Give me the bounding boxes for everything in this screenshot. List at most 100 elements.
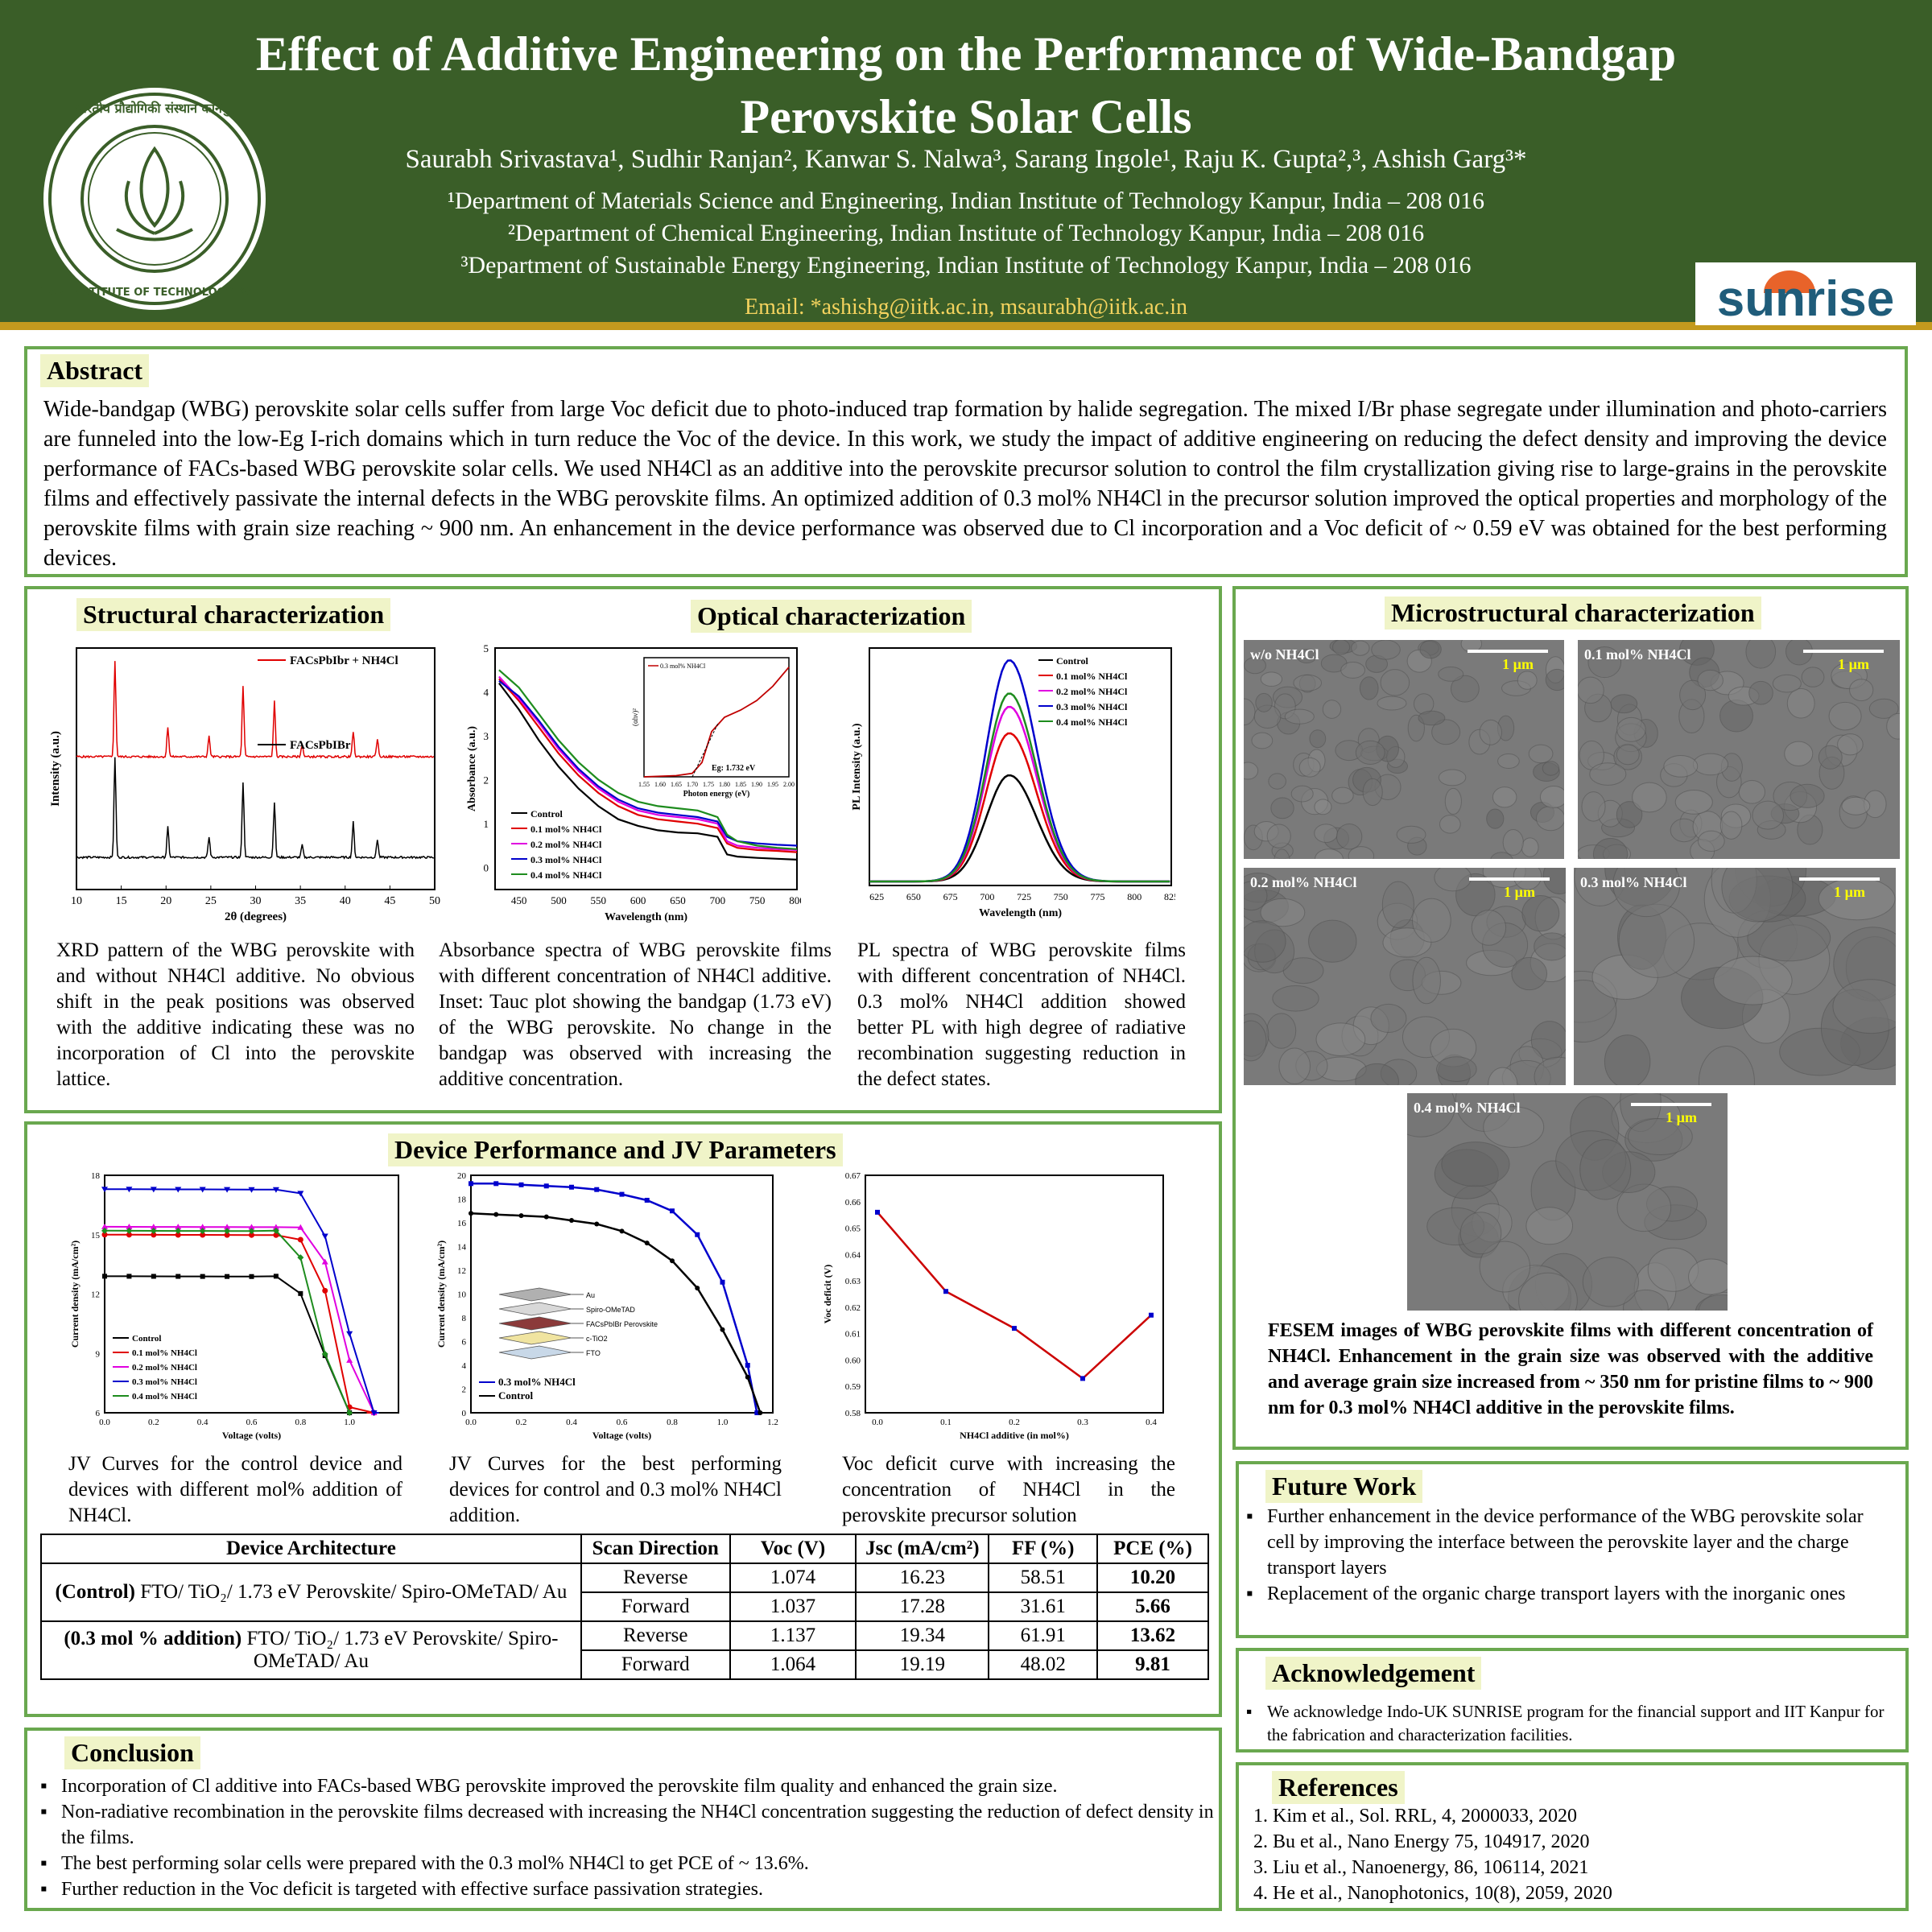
sunrise-sun-icon: sunrise xyxy=(1717,270,1895,327)
references-heading: References xyxy=(1272,1771,1405,1804)
tick-label: 3 xyxy=(484,730,489,742)
conclusion-heading: Conclusion xyxy=(64,1736,200,1769)
data-marker xyxy=(150,1187,157,1193)
structural-heading: Structural characterization xyxy=(76,598,391,631)
device-layer xyxy=(498,1331,572,1345)
sem-image-0.1: 0.1 mol% NH4Cl 1 µm xyxy=(1578,640,1900,859)
sem-image-0.3: 0.3 mol% NH4Cl 1 µm xyxy=(1574,868,1896,1085)
y-axis-label: PL Intensity (a.u.) xyxy=(851,723,863,810)
voc-series-line xyxy=(877,1212,1152,1381)
legend-label: 0.2 mol% NH4Cl xyxy=(132,1363,197,1373)
tick-label: 0.4 xyxy=(197,1418,208,1427)
table-row: (0.3 mol % addition) FTO/ TiO₂/ 1.73 eV … xyxy=(40,1620,1209,1680)
sunrise-wordmark: sunrise xyxy=(1717,271,1895,325)
data-marker xyxy=(200,1274,205,1279)
table-cell: 10.20 xyxy=(1096,1563,1209,1593)
author-list: Saurabh Srivastava¹, Sudhir Ranjan², Kan… xyxy=(405,145,1527,174)
data-marker xyxy=(644,1241,650,1246)
data-marker xyxy=(224,1224,231,1230)
data-marker xyxy=(150,1224,157,1230)
tick-label: 1.70 xyxy=(687,781,698,788)
data-marker xyxy=(943,1289,948,1294)
data-marker xyxy=(298,1290,303,1296)
data-marker xyxy=(754,1410,760,1415)
device-heading: Device Performance and JV Parameters xyxy=(388,1133,843,1166)
data-marker xyxy=(346,1331,353,1337)
data-marker xyxy=(543,1214,549,1220)
tick-label: 15 xyxy=(91,1231,101,1241)
table-cell: 58.51 xyxy=(988,1563,1099,1593)
data-marker xyxy=(101,1223,108,1229)
tick-label: 0.0 xyxy=(99,1418,110,1427)
table-cell: 5.66 xyxy=(1096,1591,1209,1622)
tick-label: 625 xyxy=(869,891,884,902)
logo-text-bottom: INDIAN INSTITUTE OF TECHNOLOGY KANPUR xyxy=(40,287,270,299)
tick-label: 1.0 xyxy=(717,1418,729,1427)
xrd-series-line xyxy=(76,757,434,860)
jv-curves-chart: 0.0 0.2 0.4 0.6 0.8 1.0 6 9 12 15 18 Control 0.1 mol… xyxy=(68,1171,411,1445)
data-marker xyxy=(543,1183,549,1189)
data-marker xyxy=(248,1224,255,1230)
jv-parameters-table: Device Architecture Scan Direction Voc (… xyxy=(40,1534,1209,1680)
x-axis-label: Voltage (volts) xyxy=(222,1430,281,1441)
device-layer xyxy=(498,1316,572,1331)
data-marker xyxy=(175,1232,181,1238)
table-cell: 61.91 xyxy=(988,1620,1099,1651)
absorbance-series-line xyxy=(498,678,798,853)
tick-label: 30 xyxy=(250,895,262,907)
voc-caption: Voc deficit curve with increasing the co… xyxy=(842,1453,1175,1526)
tick-label: 8 xyxy=(462,1314,467,1323)
data-marker xyxy=(670,1258,675,1264)
data-marker xyxy=(321,1350,328,1357)
tick-label: 0.66 xyxy=(845,1198,861,1208)
data-marker xyxy=(569,1218,574,1224)
tick-label: 1.60 xyxy=(654,781,666,788)
legend-label: 0.4 mol% NH4Cl xyxy=(530,869,602,881)
tick-label: 0.2 xyxy=(516,1418,527,1427)
tick-label: 750 xyxy=(1054,891,1068,902)
tick-label: 45 xyxy=(384,895,395,907)
acknowledgement-list: We acknowledge Indo-UK SUNRISE program f… xyxy=(1246,1700,1898,1747)
data-marker xyxy=(1080,1376,1085,1381)
sem-label: 0.2 mol% NH4Cl xyxy=(1250,874,1357,890)
tick-label: 0.6 xyxy=(617,1418,628,1427)
future-work-heading: Future Work xyxy=(1265,1470,1423,1503)
layer-label: FTO xyxy=(586,1349,601,1357)
tick-label: 0.4 xyxy=(1146,1418,1157,1427)
conclusion-item: Non-radiative recombination in the perov… xyxy=(40,1799,1216,1851)
table-cell: 31.61 xyxy=(988,1591,1099,1622)
data-marker xyxy=(272,1224,279,1230)
tick-label: 2.00 xyxy=(783,781,795,788)
pl-series-line xyxy=(869,774,1170,883)
plot-frame xyxy=(470,1174,774,1414)
legend-label: 0.2 mol% NH4Cl xyxy=(530,839,602,850)
xrd-series-line xyxy=(76,661,435,759)
plot-frame xyxy=(494,647,798,890)
table-header: FF (%) xyxy=(988,1534,1099,1564)
table-cell: 17.28 xyxy=(855,1591,990,1622)
y-axis-label: Intensity (a.u.) xyxy=(49,731,62,807)
tick-label: 14 xyxy=(457,1243,467,1253)
data-marker xyxy=(248,1187,255,1193)
tick-label: 0.1 xyxy=(940,1418,952,1427)
data-marker xyxy=(200,1232,206,1238)
table-header-row: Device Architecture Scan Direction Voc (… xyxy=(40,1534,1209,1564)
tick-label: 1.80 xyxy=(719,781,730,788)
tick-label: 20 xyxy=(160,895,171,907)
tick-label: 18 xyxy=(457,1195,467,1205)
data-marker xyxy=(745,1363,750,1368)
data-marker xyxy=(224,1187,231,1193)
legend-label: FACsPbIbr + NH4Cl xyxy=(290,654,398,667)
tick-label: 0.65 xyxy=(845,1224,861,1234)
data-marker xyxy=(695,1232,700,1237)
xrd-caption: XRD pattern of the WBG perovskite with a… xyxy=(56,939,415,1090)
tick-label: 700 xyxy=(710,894,726,906)
scale-bar-label: 1 µm xyxy=(1666,1109,1697,1125)
tick-label: 450 xyxy=(511,894,527,906)
data-marker xyxy=(297,1224,304,1230)
legend-label: 0.1 mol% NH4Cl xyxy=(530,824,602,835)
tick-label: 800 xyxy=(789,894,801,906)
microstructure-heading: Microstructural characterization xyxy=(1385,597,1761,630)
data-marker xyxy=(297,1236,303,1243)
data-marker xyxy=(469,1181,473,1187)
